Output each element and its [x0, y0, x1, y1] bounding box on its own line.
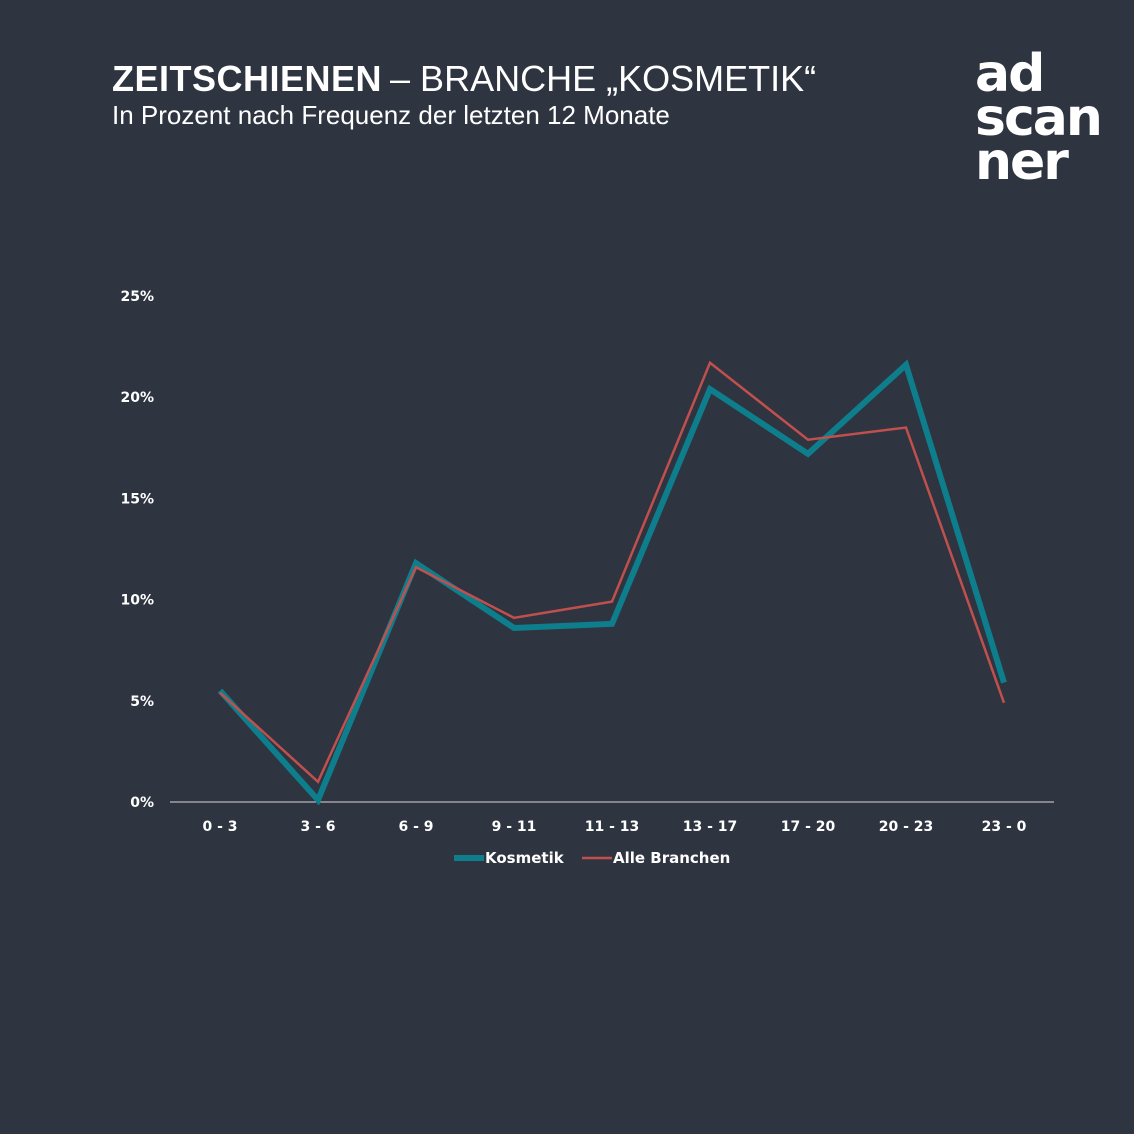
x-tick-label: 20 - 23 — [879, 819, 934, 835]
x-tick-label: 6 - 9 — [398, 819, 433, 835]
y-tick-label: 10% — [120, 593, 154, 609]
adscanner-logo: ad scan ner — [975, 44, 1103, 192]
x-tick-label: 13 - 17 — [683, 819, 738, 835]
y-tick-label: 5% — [130, 694, 154, 710]
logo-line-1: ad — [975, 44, 1045, 104]
chart-header: ZEITSCHIENEN – BRANCHE „KOSMETIK“ In Proz… — [112, 58, 816, 130]
logo-line-2: scan — [975, 88, 1103, 148]
series-line-kosmetik — [217, 359, 1007, 806]
series-line-alle-branchen — [219, 360, 1006, 784]
legend-label: Alle Branchen — [613, 849, 730, 867]
chart-title: ZEITSCHIENEN – BRANCHE „KOSMETIK“ — [112, 58, 816, 100]
chart-subtitle: In Prozent nach Frequenz der letzten 12 … — [112, 100, 670, 130]
logo-line-3: ner — [975, 132, 1069, 192]
x-tick-label: 9 - 11 — [492, 819, 537, 835]
x-tick-label: 0 - 3 — [202, 819, 237, 835]
title-bold: ZEITSCHIENEN — [112, 58, 383, 99]
y-tick-label: 20% — [120, 390, 154, 406]
x-tick-label: 23 - 0 — [982, 819, 1027, 835]
title-rest: – BRANCHE „KOSMETIK“ — [390, 58, 817, 99]
y-tick-label: 15% — [120, 491, 154, 507]
y-tick-label: 25% — [120, 289, 154, 305]
x-tick-label: 17 - 20 — [781, 819, 836, 835]
x-tick-label: 3 - 6 — [300, 819, 335, 835]
x-tick-label: 11 - 13 — [585, 819, 640, 835]
y-tick-label: 0% — [130, 795, 154, 811]
legend-label: Kosmetik — [485, 849, 565, 867]
